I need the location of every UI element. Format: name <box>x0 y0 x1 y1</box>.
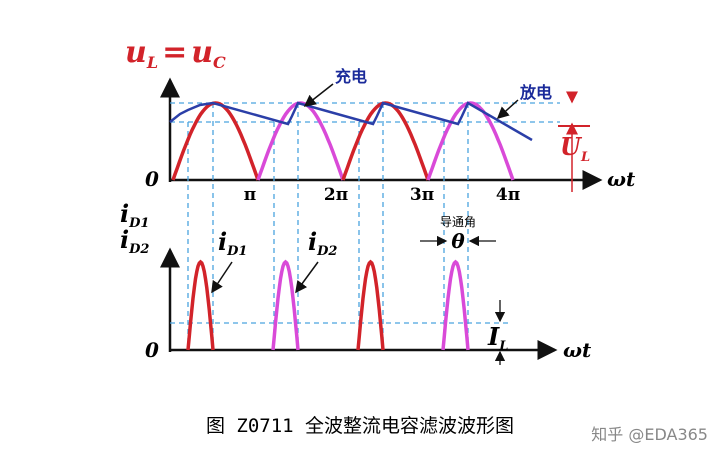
waveform <box>341 101 430 181</box>
waveform <box>356 259 385 351</box>
waveform <box>186 259 215 351</box>
x-tick: 2π <box>324 185 348 205</box>
bottom-origin: 0 <box>145 338 159 362</box>
caption: 图 Z0711 全波整流电容滤波波形图 <box>206 415 514 437</box>
bottom-x-label: ωt <box>563 338 592 362</box>
guides <box>187 103 469 350</box>
charge-label: 充电 <box>335 67 367 86</box>
avg-label: IL <box>487 322 508 354</box>
x-tick: 3π <box>410 185 434 205</box>
waveform <box>256 101 345 181</box>
pulse-arrow <box>211 261 233 294</box>
discharge-arrow <box>496 99 519 120</box>
x-tick: π <box>244 185 256 205</box>
waveform <box>426 101 515 181</box>
watermark: 知乎 @EDA365 <box>591 425 708 444</box>
pulse-label: iD1 <box>218 227 247 259</box>
theta-label: θ <box>451 229 465 253</box>
pulse-arrow <box>295 261 319 294</box>
discharge-label: 放电 <box>519 83 552 102</box>
charge-arrow <box>303 83 334 107</box>
capacitor-voltage <box>169 101 533 142</box>
x-tick: 4π <box>496 185 520 205</box>
top-x-label: ωt <box>607 167 636 191</box>
waveform <box>171 101 260 181</box>
diode-currents <box>186 259 470 351</box>
waveform <box>441 259 470 351</box>
top-y-label: uL = uC <box>125 35 226 72</box>
top-origin: 0 <box>145 167 159 191</box>
bottom-y-label: iD2 <box>120 225 149 257</box>
pulse-label: iD2 <box>308 227 337 259</box>
ripple-label: UL <box>560 132 590 165</box>
waveform <box>271 259 300 351</box>
bottom-y-label: iD1 <box>120 199 149 231</box>
conduction-angle-label: 导通角 <box>440 215 476 229</box>
